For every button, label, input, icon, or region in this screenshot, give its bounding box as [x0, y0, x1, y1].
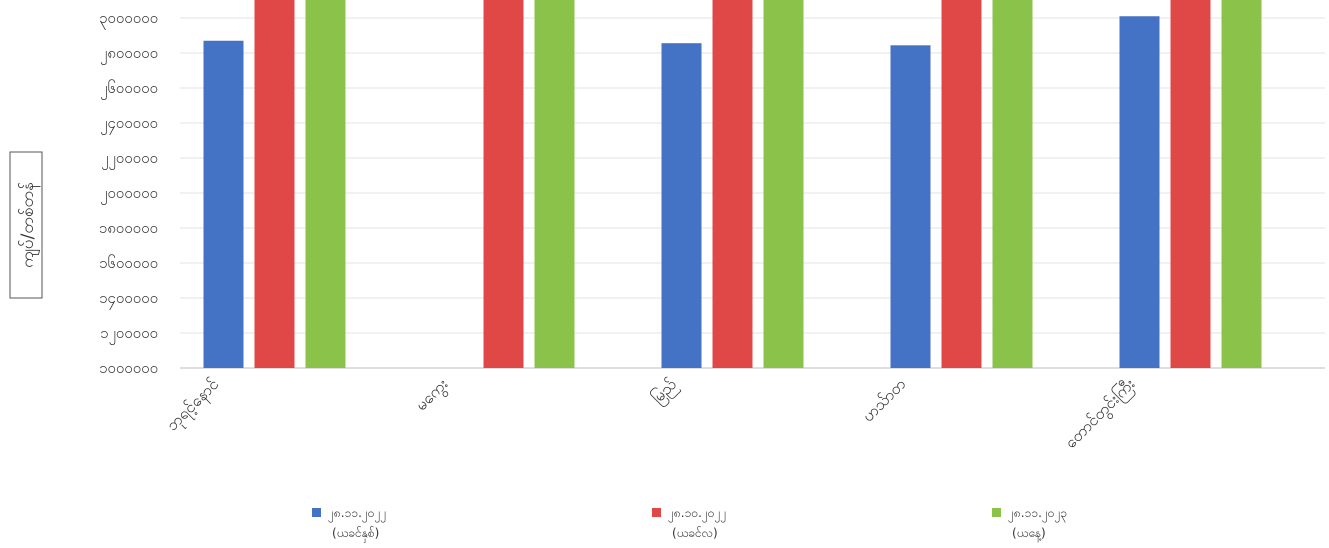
- y-axis-label: ကျပ်/တစ်တန်: [17, 182, 41, 268]
- legend-label: ၂၈.၁၁.၂၀၂၃: [1008, 506, 1067, 523]
- legend-swatch: [652, 508, 661, 517]
- category-label: တောင်တွင်းကြီး: [1061, 374, 1141, 454]
- legend-swatch: [312, 508, 321, 517]
- y-tick-label: ၂၈၀၀၀၀၀: [100, 44, 158, 65]
- category-label: မြည်: [648, 374, 683, 409]
- legend-label: ၂၈.၁၁.၂၀၂၂: [328, 506, 386, 523]
- y-tick-label: ၂၂၀၀၀၀၀: [101, 149, 158, 170]
- category-labels: ဘုရင့်နောင် မကွေး မြည် ဟသ်ာတ တောင်တွင်းကြီး: [162, 374, 1140, 454]
- legend-sublabel: (ယခင်နှစ်): [332, 525, 379, 543]
- bar: [763, 0, 804, 369]
- bar: [1170, 0, 1211, 368]
- y-axis-ticks: ၁၀၀၀၀၀၀ ၁၂၀၀၀၀၀ ၁၄၀၀၀၀၀ ၁၆၀၀၀၀၀ ၁၈၀၀၀၀၀ ၂၀၀၀၀…: [99, 9, 158, 377]
- legend: ၂၈.၁၁.၂၀၂၂ (ယခင်နှစ်) ၂၈.၁၀.၂၀၂၂ (ယခင်လ) ၂၈.…: [312, 506, 1067, 543]
- y-tick-label: ၁၆၀၀၀၀၀: [99, 254, 158, 272]
- legend-label: ၂၈.၁၀.၂၀၂၂: [668, 506, 726, 523]
- bar: [712, 0, 753, 368]
- legend-sublabel: (ယခင်လ): [672, 525, 718, 540]
- bar: [254, 0, 295, 368]
- bar: [661, 43, 702, 368]
- legend-swatch: [992, 508, 1001, 517]
- bar: [1119, 16, 1160, 368]
- y-tick-label: ၂၆၀၀၀၀၀: [100, 79, 158, 100]
- bar: [992, 0, 1033, 368]
- bar: [941, 0, 982, 368]
- y-tick-label: ၂၄၀၀၀၀၀: [100, 114, 158, 135]
- bars: [203, 0, 1262, 369]
- y-tick-label: ၁၀၀၀၀၀၀: [99, 359, 158, 377]
- bar: [534, 0, 575, 369]
- y-tick-label: ၃၀၀၀၀၀၀: [99, 9, 158, 30]
- bar: [305, 0, 346, 368]
- y-tick-label: ၂၀၀၀၀၀၀: [100, 184, 158, 205]
- category-label: ဘုရင့်နောင်: [162, 374, 224, 436]
- category-label: ဟသ်ာတ: [858, 374, 909, 425]
- bar: [890, 45, 931, 369]
- bar: [203, 40, 244, 368]
- bar: [1221, 0, 1262, 368]
- y-tick-label: ၁၈၀၀၀၀၀: [99, 219, 158, 237]
- y-tick-label: ၁၂၀၀၀၀၀: [100, 324, 158, 345]
- y-axis-title: ကျပ်/တစ်တန်: [9, 151, 43, 299]
- bar: [483, 0, 524, 368]
- y-tick-label: ၁၄၀၀၀၀၀: [99, 289, 158, 310]
- category-label: မကွေး: [411, 374, 453, 416]
- legend-sublabel: (ယနေ့): [1012, 526, 1046, 543]
